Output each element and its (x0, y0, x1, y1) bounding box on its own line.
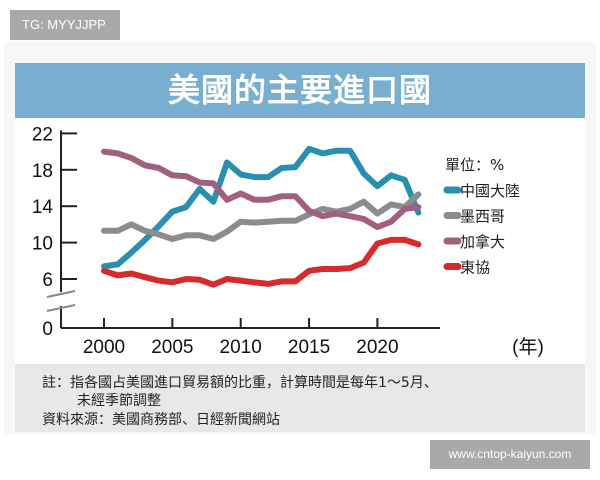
y-tick-label: 0 (42, 319, 53, 340)
legend-label-2: 加拿大 (460, 233, 505, 251)
series-line-2 (101, 148, 422, 231)
legend-unit: 單位：% (445, 156, 504, 174)
x-tick-label: 2020 (356, 337, 398, 358)
x-tick-label: 2015 (288, 337, 330, 358)
legend-label-0: 中國大陸 (460, 182, 520, 200)
y-tick-label: 10 (32, 234, 53, 255)
chart-notes: 註：指各國占美國進口貿易額的比重，計算時間是每年1～5月、 未經季節調整 資料來… (15, 364, 585, 432)
y-tick-label: 14 (32, 197, 54, 218)
watermark-bottom: www.cntop-kaiyun.com (430, 440, 590, 469)
line-chart: 0 6 10 14 18 22 2000 2005 2010 2015 2020 (年) 單位：% 中國大… (32, 124, 544, 358)
note-line-1: 註：指各國占美國進口貿易額的比重，計算時間是每年1～5月、 (42, 375, 438, 391)
legend-label-1: 墨西哥 (460, 208, 505, 226)
watermark-top: TG: MYYJJPP (10, 10, 120, 40)
x-tick-label: 2000 (83, 337, 125, 358)
series-line-1 (101, 191, 422, 242)
axis-break-gap (57, 292, 65, 306)
axis-break-mark (46, 304, 76, 312)
chart-card: 美國的主要進口國 0 6 10 14 18 22 2000 2005 2010 2015 2020 (… (15, 63, 585, 432)
x-axis-label: (年) (512, 336, 544, 358)
y-tick-label: 6 (42, 270, 53, 291)
legend-label-3: 東協 (460, 259, 490, 277)
y-tick-label: 22 (32, 124, 53, 145)
x-tick-label: 2005 (151, 337, 193, 358)
source-line: 資料來源：美國商務部、日經新聞網站 (42, 412, 280, 428)
y-tick-label: 18 (32, 161, 53, 182)
series-line-0 (101, 145, 422, 270)
axis-break-mark (46, 290, 76, 298)
note-line-2: 未經季節調整 (77, 393, 161, 409)
chart-title: 美國的主要進口國 (15, 63, 585, 118)
series-line-3 (101, 236, 422, 288)
x-tick-label: 2010 (220, 337, 262, 358)
